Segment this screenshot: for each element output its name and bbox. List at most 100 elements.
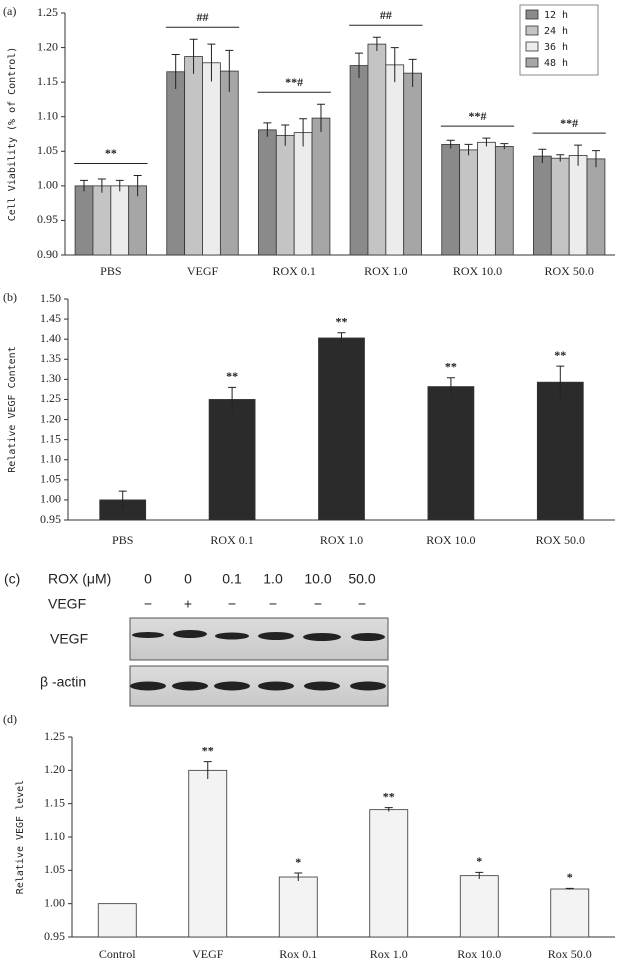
bar: [275, 134, 295, 256]
y-tick-label: 0.90: [37, 247, 58, 261]
row-value: 0: [184, 571, 192, 587]
error-bar: [115, 179, 124, 192]
bar: [219, 70, 239, 256]
bar: [533, 155, 552, 256]
y-tick-label: 0.95: [40, 512, 61, 526]
error-bar: [591, 150, 600, 168]
bar: [441, 143, 461, 256]
bar: [568, 155, 588, 256]
error-bar: [372, 36, 381, 52]
row-value: −: [228, 596, 236, 612]
annotation: **#: [560, 116, 578, 130]
error-bar: [80, 179, 89, 192]
x-tick-label: PBS: [100, 264, 121, 278]
error-bar: [565, 887, 574, 890]
error-bar: [446, 377, 455, 396]
y-tick-label: 1.40: [40, 331, 61, 345]
error-bar: [446, 139, 455, 149]
error-bar: [97, 178, 106, 193]
y-tick-label: 1.15: [44, 795, 65, 809]
error-bar: [408, 58, 417, 87]
y-tick-label: 0.95: [44, 929, 65, 943]
annotation: **: [554, 348, 566, 362]
bar: [166, 71, 186, 256]
y-tick-label: 1.00: [44, 895, 65, 909]
legend-label: 36 h: [544, 42, 568, 53]
error-bar: [207, 43, 216, 82]
y-tick-label: 1.45: [40, 311, 61, 325]
annotation: ##: [197, 10, 209, 24]
error-bar: [574, 144, 583, 166]
y-tick-label: 1.50: [40, 291, 61, 305]
bar: [188, 769, 228, 938]
error-bar: [294, 872, 303, 881]
bar: [184, 56, 203, 256]
error-bar: [118, 490, 127, 509]
x-tick-label: ROX 1.0: [364, 264, 407, 278]
bar: [586, 158, 606, 256]
x-tick-label: Rox 50.0: [548, 947, 592, 961]
bar: [92, 185, 112, 256]
bar: [427, 386, 475, 521]
bar: [318, 337, 365, 521]
error-bar: [263, 122, 272, 137]
band-label: VEGF: [50, 631, 88, 647]
y-tick-label: 1.10: [40, 451, 61, 465]
y-tick-label: 1.30: [40, 371, 61, 385]
row-value: 50.0: [348, 571, 375, 587]
annotation: *: [295, 855, 301, 869]
x-tick-label: ROX 0.1: [210, 533, 253, 547]
row-value: 0: [144, 571, 152, 587]
panel-label: (d): [3, 712, 17, 726]
y-axis-label: Cell Viability (% of Control): [7, 47, 18, 222]
y-tick-label: 1.25: [37, 5, 58, 19]
y-tick-label: 1.20: [37, 39, 58, 53]
x-tick-label: Rox 1.0: [370, 947, 408, 961]
error-bar: [228, 386, 237, 412]
y-tick-label: 1.00: [37, 178, 58, 192]
bar: [74, 185, 94, 256]
annotation: **: [226, 369, 238, 383]
y-tick-label: 1.25: [40, 391, 61, 405]
bar: [97, 903, 137, 938]
error-bar: [203, 761, 212, 779]
x-tick-label: ROX 50.0: [536, 533, 585, 547]
bar: [202, 62, 221, 256]
row-value: 1.0: [263, 571, 283, 587]
y-tick-label: 1.20: [44, 762, 65, 776]
error-bar: [281, 124, 290, 146]
row-label: ROX (μM): [48, 571, 111, 587]
error-bar: [337, 332, 346, 344]
bar: [403, 72, 422, 256]
row-label: VEGF: [48, 596, 86, 612]
error-bar: [556, 154, 565, 162]
error-bar: [538, 148, 547, 164]
bar: [459, 875, 499, 938]
legend-swatch: [525, 57, 539, 68]
legend-swatch: [525, 25, 539, 36]
bar: [494, 146, 514, 256]
x-tick-label: Rox 0.1: [279, 947, 317, 961]
bar: [208, 399, 256, 521]
bands: [130, 630, 386, 691]
y-axis-label: Relative VEGF level: [15, 780, 26, 894]
y-tick-label: 1.00: [40, 492, 61, 506]
legend-label: 48 h: [544, 58, 568, 69]
legend-label: 24 h: [544, 26, 568, 37]
x-tick-label: ROX 10.0: [426, 533, 475, 547]
bar: [110, 185, 130, 256]
y-tick-label: 1.10: [44, 829, 65, 843]
error-bar: [482, 137, 491, 147]
y-tick-label: 1.15: [40, 431, 61, 445]
row-value: −: [314, 596, 322, 612]
row-value: −: [144, 596, 152, 612]
error-bar: [556, 365, 565, 399]
annotation: ##: [380, 8, 392, 22]
x-tick-label: VEGF: [187, 264, 219, 278]
annotation: **: [445, 360, 457, 374]
bar: [536, 381, 584, 521]
error-bar: [133, 174, 142, 197]
error-bar: [390, 47, 399, 83]
row-value: +: [184, 596, 192, 612]
x-tick-label: ROX 1.0: [320, 533, 363, 547]
